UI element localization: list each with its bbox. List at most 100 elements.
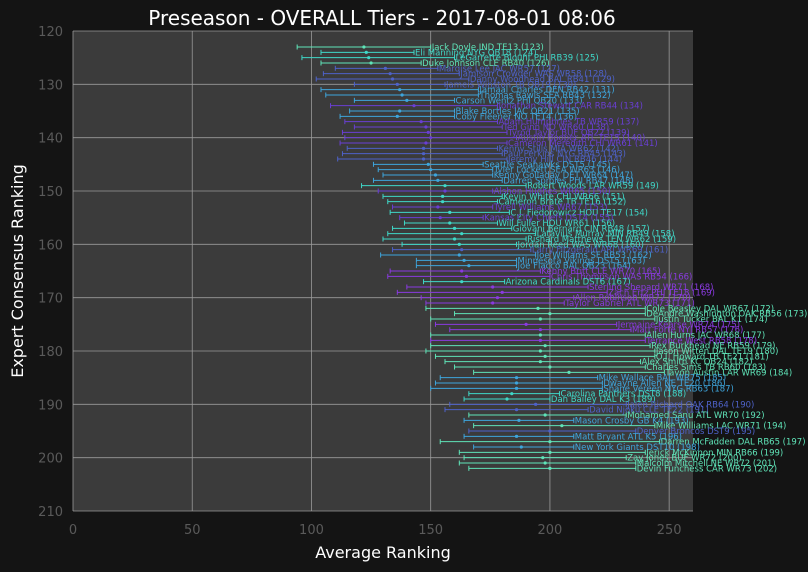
point-label: Mohamed Sanu ATL WR70 (192) — [627, 411, 764, 421]
point-label: Danny Woodhead BAL RB41 (129) — [470, 75, 615, 85]
player-mark: Sterling Shepard WR71 (168) — [406, 283, 713, 293]
data-point — [538, 349, 542, 353]
data-point — [395, 114, 399, 118]
point-label: Tavon Austin LAR WR69 (184) — [664, 368, 792, 378]
point-label: New York Giants DST10 (198) — [575, 443, 700, 453]
player-mark: David Njoku CLE TE22 (191) — [444, 406, 709, 416]
point-label: Joe Flacco BAL QB23 (164) — [517, 262, 631, 272]
point-label: Coby Fleener NO TE14 (136) — [456, 112, 577, 122]
player-mark: Darren Sproles PHI RB47 (148) — [372, 176, 634, 186]
data-point — [464, 274, 469, 278]
point-label: Carolina Panthers DST8 (188) — [560, 390, 686, 400]
point-label: Chris Thompson WAS RB54 (166) — [551, 272, 692, 282]
point-label: Cameron Meredith CHI WR61 (141) — [508, 139, 658, 149]
point-label: Denver Broncos DST9 (195) — [637, 427, 755, 437]
data-point — [514, 434, 519, 438]
point-label: Kansas City Chiefs DST4 (155) — [484, 214, 613, 224]
point-label: Tyler Lockett SEA WR63 (146) — [493, 166, 620, 176]
point-label: Tyrell Williams WR67 (153) — [493, 203, 608, 213]
data-point — [467, 264, 471, 268]
player-mark: Jameis Winston TB QB19 (130) — [353, 80, 576, 90]
point-label: Tyrod Taylor BUF QB22 (139) — [507, 128, 630, 138]
player-mark: Kenny Stills MIA WR62 (142) — [346, 144, 619, 154]
data-point — [460, 232, 464, 236]
player-mark: Marqise Lee JAC WR57 (127) — [334, 64, 560, 74]
player-mark: Devin Funchess CAR WR73 (202) — [468, 464, 777, 474]
player-mark: Jonathan Stewart CAR RB44 (134) — [330, 102, 643, 112]
player-mark: Giovani Bernard CIN RB48 (157) — [392, 224, 650, 234]
point-label: Jonathan Stewart CAR RB44 (134) — [497, 102, 642, 112]
point-label: Taylor Gabriel ATL WR73 (171) — [564, 299, 695, 309]
point-label: Cameron Brate TB TE16 (152) — [498, 198, 626, 208]
data-point — [421, 157, 426, 161]
point-label: Will Fuller HOU WR61 (156) — [498, 219, 615, 229]
point-label: Jordan Reed WAS WR68 (160) — [517, 240, 644, 250]
x-tick-label: 50 — [184, 523, 201, 538]
player-mark: Matt Forte NYJ RB57 (176) — [449, 326, 743, 336]
point-label: Mike Williams LAC WR71 (194) — [656, 422, 786, 432]
player-mark: Terrance West RB58 (178) — [430, 336, 757, 346]
point-label: Kevin White CHI WR66 (151) — [503, 192, 625, 202]
y-tick-label: 190 — [38, 398, 63, 413]
point-label: Jack Doyle IND TE13 (123) — [431, 43, 544, 53]
player-mark: Allen Robinson WR72 (170) — [420, 294, 691, 304]
x-tick-label: 150 — [418, 523, 443, 538]
data-point — [398, 109, 402, 113]
point-label: Malcolm Mitchell NE WR72 (201) — [637, 459, 776, 469]
data-point — [457, 253, 461, 257]
player-mark: Danny Woodhead BAL RB41 (129) — [315, 75, 615, 85]
data-point — [388, 72, 392, 76]
player-mark: Robert Woods LAR WR59 (149) — [361, 182, 659, 192]
point-label: Allen Robinson WR72 (170) — [575, 294, 691, 304]
point-label: Charles Sims TB RB60 (183) — [646, 363, 766, 373]
data-point — [429, 136, 433, 140]
player-mark: Jamaal Charles DEN RB42 (131) — [320, 86, 615, 96]
player-mark: Eli Manning NYG QB18 (124) — [320, 48, 537, 58]
player-mark: Paul Perkins NYG RB45 (143) — [341, 150, 626, 160]
player-mark: Coby Fleener NO TE14 (136) — [339, 112, 577, 122]
data-point — [433, 173, 438, 177]
point-label: Jeremy Hill CIN RB46 (144) — [507, 155, 622, 165]
point-label: Devin Funchess CAR WR73 (202) — [637, 464, 777, 474]
point-label: David Njoku CLE TE22 (191) — [589, 406, 709, 416]
data-point — [548, 466, 552, 470]
data-point — [460, 280, 464, 284]
data-point — [441, 200, 445, 204]
x-tick-label: 250 — [657, 523, 682, 538]
data-point — [383, 66, 387, 70]
point-label: Zach Ertz PHI TE18 (169) — [608, 288, 715, 298]
player-mark: Latavius Murray MIN RB49 (158) — [387, 230, 675, 240]
data-point — [510, 392, 514, 396]
y-tick-label: 200 — [38, 452, 63, 467]
player-mark: Cameron Meredith CHI WR61 (141) — [339, 139, 658, 149]
data-point — [460, 248, 464, 252]
player-mark: Duke Johnson CLE RB40 (126) — [320, 59, 550, 69]
player-mark: Austin Hooper ATL TE15 (140) — [344, 134, 645, 144]
y-axis-label: Expert Consensus Ranking — [8, 164, 27, 378]
point-label: Jalen Richard OAK RB64 (190) — [626, 400, 754, 410]
y-tick-label: 130 — [38, 78, 63, 93]
data-point — [436, 178, 440, 182]
player-mark: Larry Fitzgerald ARI WR69 (161) — [392, 246, 668, 256]
player-mark: Dwayne Allen NE TE20 (186) — [434, 379, 726, 389]
player-mark: Kansas City Chiefs DST4 (155) — [399, 214, 613, 224]
data-point — [519, 445, 523, 449]
data-point — [491, 301, 495, 305]
point-label: Arizona Cardinals DST6 (167) — [506, 278, 631, 288]
data-point — [495, 296, 500, 300]
data-point — [514, 381, 519, 385]
data-point — [548, 450, 552, 454]
player-mark: Matt Bryant ATL K5 (196) — [463, 432, 682, 442]
point-label: Carson Wentz PHI QB20 (133) — [456, 96, 583, 106]
point-label: Larry Fitzgerald ARI WR69 (161) — [532, 246, 668, 256]
player-mark: Jermaine Kearse WR74 (175) — [434, 320, 740, 330]
data-point — [405, 98, 409, 102]
data-point — [524, 322, 528, 326]
player-mark: Zay Jones BUF WR72 (200) — [463, 454, 742, 464]
player-mark: DeAndre Washington OAK RB56 (173) — [454, 310, 807, 320]
data-point — [538, 338, 542, 342]
data-point — [491, 285, 495, 289]
point-label: DeAndre Washington OAK RB56 (173) — [646, 310, 807, 320]
data-point — [424, 125, 428, 129]
player-mark: Cameron Brate TB TE16 (152) — [387, 198, 626, 208]
